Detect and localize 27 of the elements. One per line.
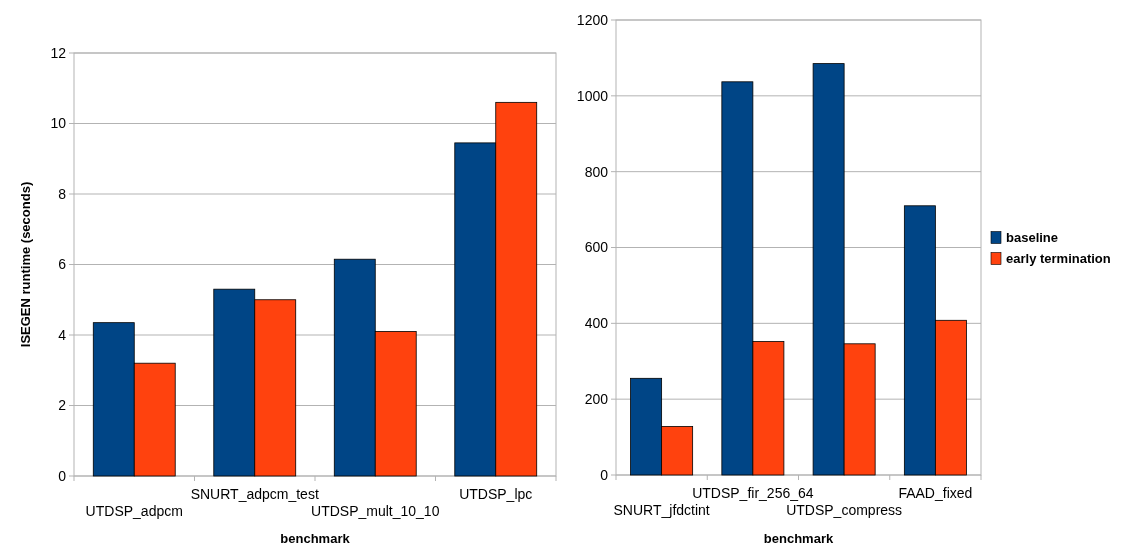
- x-tick-label: UTDSP_lpc: [459, 486, 533, 502]
- y-tick-label: 1000: [576, 87, 609, 104]
- x-axis-title: benchmark: [763, 531, 834, 544]
- legend-label: baseline: [1006, 230, 1059, 245]
- y-tick-label: 600: [584, 239, 609, 256]
- y-tick-label: 1200: [576, 11, 609, 28]
- x-tick-label: FAAD_fixed: [898, 485, 973, 501]
- y-tick-label: 0: [600, 466, 609, 483]
- y-tick-label: 800: [584, 163, 609, 180]
- x-tick-label: UTDSP_fir_256_64: [692, 485, 814, 501]
- y-tick-label: 200: [584, 391, 609, 408]
- y-tick-label: 6: [58, 256, 67, 273]
- y-tick-label: 400: [584, 315, 609, 332]
- y-axis-title: ISEGEN runtime (seconds): [18, 181, 33, 348]
- legend-label: early termination: [1006, 251, 1111, 266]
- x-tick-label: SNURT_jfdctint: [613, 502, 710, 518]
- x-axis-title: benchmark: [280, 531, 351, 544]
- y-tick-label: 8: [58, 185, 67, 202]
- x-tick-label: UTDSP_adpcm: [85, 503, 183, 519]
- y-tick-label: 10: [50, 115, 67, 132]
- y-tick-label: 12: [50, 44, 67, 61]
- y-tick-label: 0: [58, 467, 67, 484]
- y-tick-label: 4: [58, 326, 67, 343]
- x-tick-label: UTDSP_compress: [786, 502, 903, 518]
- x-tick-label: SNURT_adpcm_test: [190, 486, 319, 502]
- y-tick-label: 2: [58, 397, 67, 414]
- x-tick-label: UTDSP_mult_10_10: [311, 503, 440, 519]
